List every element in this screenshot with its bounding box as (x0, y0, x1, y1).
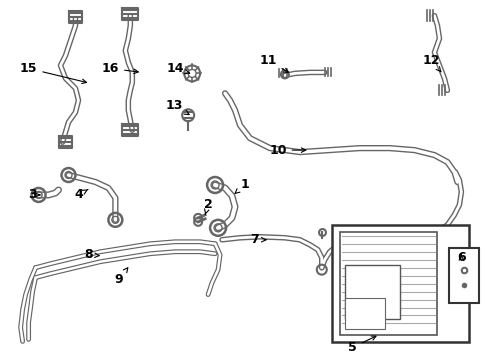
Text: 8: 8 (84, 248, 99, 261)
Bar (345, 265, 399, 319)
Text: 13: 13 (166, 99, 189, 114)
Text: 7: 7 (250, 233, 266, 246)
Text: 3: 3 (28, 188, 40, 202)
Text: 6: 6 (457, 251, 465, 264)
Text: 14: 14 (167, 62, 190, 75)
Bar (345, 298, 385, 329)
Text: 10: 10 (269, 144, 306, 157)
Text: 12: 12 (423, 54, 441, 72)
Text: 4: 4 (74, 188, 88, 202)
Text: 9: 9 (114, 268, 128, 286)
Text: 2: 2 (204, 198, 213, 214)
Text: 5: 5 (348, 336, 376, 354)
Text: 15: 15 (20, 62, 87, 84)
Text: 1: 1 (235, 179, 249, 193)
Bar (332, 225, 469, 342)
Text: 11: 11 (259, 54, 289, 72)
Bar (340, 232, 438, 336)
Bar (449, 248, 479, 302)
Text: 16: 16 (102, 62, 138, 75)
